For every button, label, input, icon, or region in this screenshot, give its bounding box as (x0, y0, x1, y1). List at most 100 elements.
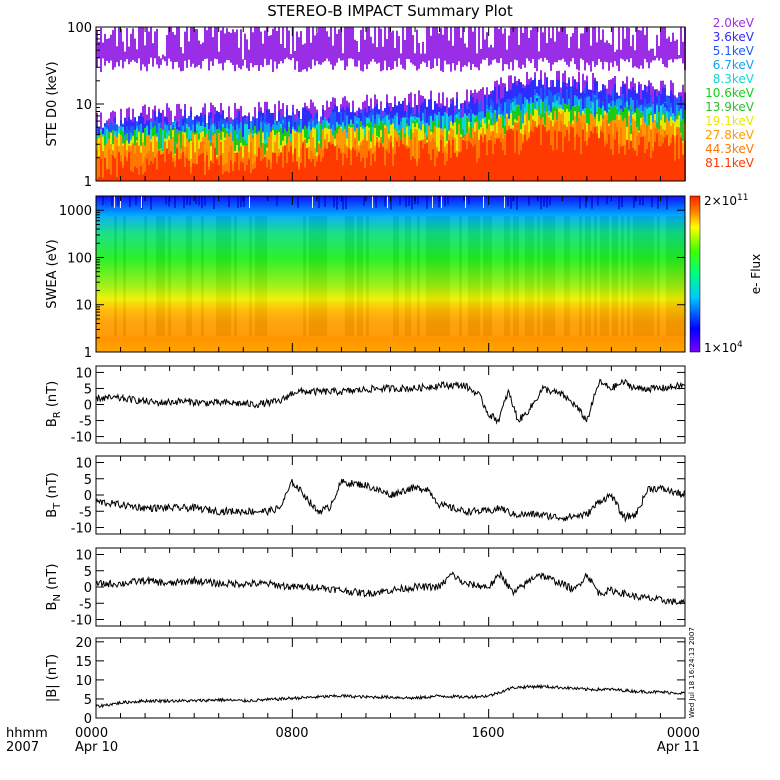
ste-gap-strip (674, 59, 676, 96)
ste-gap-strip (658, 60, 660, 91)
ste-gap-strip (146, 71, 148, 115)
ste-gap-strip (120, 60, 122, 109)
ste-gap-strip (264, 58, 266, 102)
ste-band-strip (352, 27, 354, 181)
ste-gap-strip (128, 64, 130, 108)
ste-gap-strip (520, 68, 522, 83)
ste-gap-strip (424, 62, 426, 99)
ste-gap-strip (662, 64, 664, 81)
ste-gap-strip (610, 62, 612, 80)
ste-gap-strip (524, 67, 526, 86)
ste-gap-strip (298, 71, 300, 111)
ste-gap-strip (556, 62, 558, 72)
ste-gap-strip (308, 67, 310, 109)
ste-gap-strip (226, 59, 228, 118)
ste-band-strip (418, 43, 420, 182)
ste-band-strip (380, 28, 382, 182)
ste-gap-strip (568, 66, 570, 78)
ste-band-strip (462, 27, 464, 182)
ste-gap-strip (268, 64, 270, 110)
ste-gap-strip (340, 60, 342, 105)
ste-gap-strip (380, 71, 382, 102)
ste-gap-strip (310, 68, 312, 100)
ste-gap-strip (558, 60, 560, 71)
ste-gap-strip (574, 64, 576, 83)
ste-gap-strip (342, 60, 344, 98)
ste-gap-strip (438, 58, 440, 93)
ste-gap-strip (464, 65, 466, 101)
ste-gap-strip (204, 58, 206, 104)
ste-gap-strip (312, 59, 314, 103)
ste-gap-strip (160, 64, 162, 113)
ste-gap-strip (250, 63, 252, 122)
ste-gap-strip (320, 64, 322, 117)
ste-gap-strip (360, 70, 362, 110)
ste-gap-strip (124, 61, 126, 118)
ste-gap-strip (552, 64, 554, 92)
ste-gap-strip (580, 58, 582, 93)
ste-gap-strip (218, 63, 220, 122)
ste-gap-strip (644, 58, 646, 86)
ste-band-strip (204, 27, 206, 181)
ste-gap-strip (348, 58, 350, 103)
ste-gap-strip (190, 66, 192, 107)
ste-gap-strip (496, 62, 498, 81)
ste-gap-strip (302, 69, 304, 108)
ste-band-strip (370, 36, 372, 182)
ste-gap-strip (144, 66, 146, 105)
ste-gap-strip (532, 58, 534, 81)
ste-gap-strip (150, 57, 152, 119)
ste-band-strip (446, 27, 448, 181)
ste-gap-strip (170, 61, 172, 111)
ste-gap-strip (498, 62, 500, 85)
ste-gap-strip (114, 67, 116, 112)
ste-gap-strip (202, 60, 204, 108)
ste-gap-strip (654, 60, 656, 90)
ste-band-strip (348, 27, 350, 181)
ste-gap-strip (508, 69, 510, 76)
ste-gap-strip (576, 69, 578, 82)
ste-gap-strip (492, 60, 494, 91)
ste-gap-strip (418, 68, 420, 91)
ste-gap-strip (174, 62, 176, 116)
ste-gap-strip (330, 64, 332, 102)
ste-gap-strip (614, 61, 616, 76)
ste-gap-strip (154, 58, 156, 106)
ste-gap-strip (570, 61, 572, 87)
ste-gap-strip (130, 61, 132, 120)
ste-band-strip (144, 45, 146, 181)
ste-gap-strip (450, 71, 452, 99)
ste-gap-strip (680, 58, 682, 93)
ste-gap-strip (334, 65, 336, 99)
ste-gap-strip (106, 60, 108, 121)
ste-gap-strip (512, 70, 514, 94)
ste-gap-strip (636, 67, 638, 94)
ste-gap-strip (602, 69, 604, 85)
ste-gap-strip (388, 66, 390, 104)
ste-gap-strip (604, 61, 606, 86)
ste-gap-strip (484, 59, 486, 98)
ste-gap-strip (560, 60, 562, 88)
ste-gap-strip (526, 58, 528, 72)
ste-gap-strip (96, 66, 98, 113)
ste-gap-strip (296, 61, 298, 109)
ste-gap-strip (258, 70, 260, 103)
ste-gap-strip (626, 59, 628, 77)
ste-band-strip (152, 43, 154, 181)
ste-gap-strip (678, 58, 680, 93)
ste-gap-strip (500, 58, 502, 78)
ste-gap-strip (566, 64, 568, 84)
ste-gap-strip (546, 59, 548, 78)
ste-gap-strip (314, 65, 316, 107)
ste-gap-strip (100, 71, 102, 113)
ste-gap-strip (280, 61, 282, 109)
ste-gap-strip (324, 61, 326, 111)
ste-gap-strip (390, 69, 392, 103)
ste-gap-strip (616, 65, 618, 93)
ste-gap-strip (132, 59, 134, 109)
ste-gap-strip (442, 71, 444, 93)
ste-gap-strip (474, 67, 476, 90)
ste-band-strip (248, 49, 250, 181)
ste-gap-strip (156, 64, 158, 117)
